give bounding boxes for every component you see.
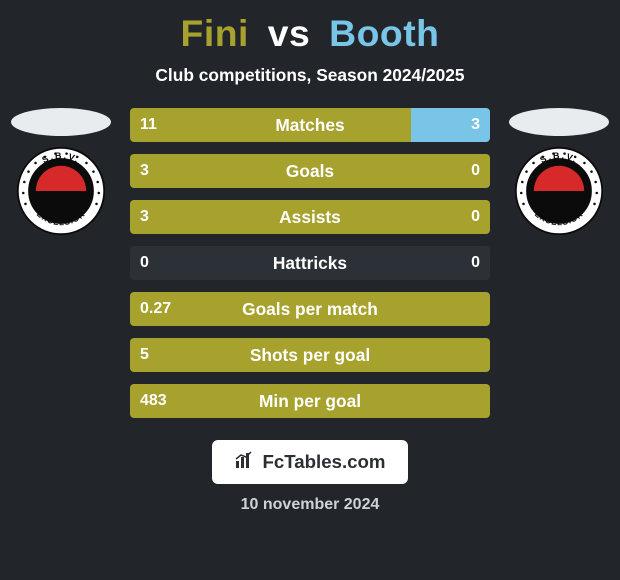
stat-value-left: 0 <box>140 254 149 272</box>
title-player-left: Fini <box>181 12 249 54</box>
subtitle: Club competitions, Season 2024/2025 <box>0 65 620 86</box>
stat-bar-fill-right <box>411 108 490 142</box>
stat-bar: 0.27Goals per match <box>130 292 490 326</box>
page-title: Fini vs Booth <box>0 12 620 55</box>
footer: FcTables.com 10 november 2024 <box>0 440 620 514</box>
stat-bar: 5Shots per goal <box>130 338 490 372</box>
player-shadow-left <box>11 108 111 136</box>
club-badge-right: S.B.V. EXCELSIOR <box>514 146 604 236</box>
stat-bars: 11Matches3 3Goals0 3Assists0 0Hattricks0 0.2… <box>130 92 490 418</box>
stat-bar-fill-left <box>130 200 490 234</box>
stat-bar-fill-left <box>130 384 490 418</box>
club-badge-left: S.B.V. EXCELSIOR <box>16 146 106 236</box>
brand-chart-icon <box>234 450 254 475</box>
stat-bar-fill-left <box>130 292 490 326</box>
left-side: S.B.V. EXCELSIOR <box>6 92 116 236</box>
content-row: S.B.V. EXCELSIOR 11Matches3 3Goals0 3Assis… <box>0 92 620 418</box>
stat-bar: 3Assists0 <box>130 200 490 234</box>
stat-value-right: 0 <box>471 254 480 272</box>
brand-text: FcTables.com <box>262 451 385 473</box>
comparison-card: Fini vs Booth Club competitions, Season … <box>0 0 620 580</box>
stat-bar: 11Matches3 <box>130 108 490 142</box>
stat-bar: 0Hattricks0 <box>130 246 490 280</box>
title-player-right: Booth <box>329 12 439 54</box>
title-vs: vs <box>268 12 311 54</box>
right-side: S.B.V. EXCELSIOR <box>504 92 614 236</box>
date-text: 10 november 2024 <box>241 496 380 514</box>
player-shadow-right <box>509 108 609 136</box>
stat-bar: 483Min per goal <box>130 384 490 418</box>
stat-bar-fill-left <box>130 154 490 188</box>
stat-bar-fill-left <box>130 108 411 142</box>
stat-bar-fill-left <box>130 338 490 372</box>
stat-bar: 3Goals0 <box>130 154 490 188</box>
brand-box: FcTables.com <box>212 440 408 484</box>
stat-label: Hattricks <box>130 253 490 274</box>
